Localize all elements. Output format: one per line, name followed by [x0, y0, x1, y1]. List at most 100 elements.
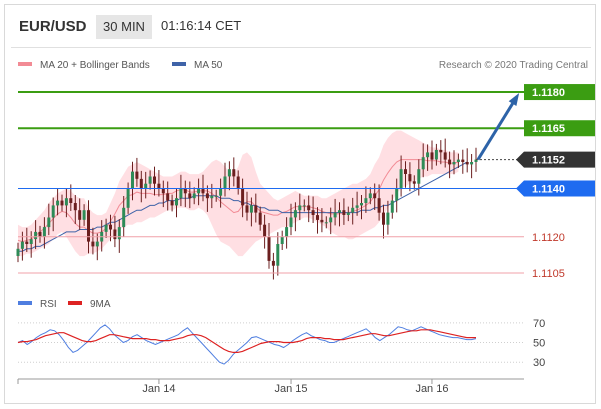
candle-body: [417, 169, 421, 184]
candle-body: [166, 193, 170, 201]
candle-body: [232, 169, 236, 177]
bollinger-legend-swatch: [18, 62, 32, 66]
candle-body: [443, 152, 447, 160]
rsi-ma9-line: [17, 329, 476, 353]
candle-body: [351, 207, 355, 213]
candle-body: [324, 222, 328, 224]
candle-body: [20, 241, 24, 249]
ma9-legend-label: 9MA: [90, 299, 111, 310]
chart-frame: EUR/USD 30 MIN 01:16:14 CET: [4, 4, 596, 404]
candle-body: [373, 193, 377, 199]
level-label-current: 1.1152: [532, 155, 565, 167]
candle-body: [399, 169, 403, 189]
candle-body: [448, 159, 452, 165]
candle-body: [474, 159, 478, 162]
candle-body: [51, 205, 55, 218]
candle-body: [197, 188, 201, 194]
candle-body: [64, 198, 68, 206]
rsi-tick-label: 30: [533, 357, 545, 369]
main-plot: [16, 130, 478, 280]
candle-body: [205, 193, 209, 199]
candle-body: [470, 162, 474, 165]
candle-body: [34, 231, 38, 240]
candle-body: [430, 152, 434, 160]
candle-body: [201, 188, 205, 194]
candle-body: [461, 159, 465, 162]
candle-body: [192, 193, 196, 199]
bollinger-legend-label: MA 20 + Bollinger Bands: [40, 60, 150, 71]
rsi-legend: RSI 9MA: [18, 299, 111, 310]
candle-body: [342, 210, 346, 215]
candle-body: [338, 210, 341, 213]
projection-arrow-line: [476, 97, 518, 161]
chart-header: EUR/USD 30 MIN 01:16:14 CET: [5, 5, 597, 47]
candle-body: [421, 157, 425, 170]
instrument-name: EUR/USD: [19, 18, 87, 35]
candle-body: [426, 152, 430, 158]
rsi-legend-label: RSI: [40, 299, 57, 310]
candle-body: [117, 227, 121, 240]
candle-body: [60, 200, 64, 206]
candle-body: [170, 200, 174, 206]
candle-body: [263, 224, 267, 237]
candle-body: [377, 198, 381, 213]
rsi-line: [17, 324, 477, 365]
ma50-legend-swatch: [172, 62, 186, 66]
candle-body: [412, 181, 416, 184]
candle-body: [219, 188, 223, 196]
level-label-pivot: 1.1140: [532, 184, 565, 196]
candle-body: [241, 188, 245, 206]
candle-body: [122, 207, 126, 228]
level-tag-target1: [524, 120, 595, 137]
candle-body: [126, 188, 130, 208]
candle-body: [183, 188, 187, 194]
candle-body: [131, 171, 134, 189]
candle-body: [153, 176, 156, 184]
timeframe-badge[interactable]: 30 MIN: [96, 15, 152, 39]
level-tag-target2: [524, 84, 595, 101]
candle-body: [179, 188, 183, 199]
timestamp: 01:16:14 CET: [161, 18, 242, 33]
candle-body: [78, 210, 82, 220]
candle-body: [302, 205, 306, 207]
candle-body: [271, 260, 275, 266]
ma9-legend-swatch: [68, 301, 82, 305]
copyright-text: Research © 2020 Trading Central: [439, 60, 588, 71]
candle-body: [29, 239, 33, 244]
candle-body: [280, 236, 284, 244]
level-label-target1: 1.1165: [532, 123, 565, 135]
candle-body: [104, 224, 108, 232]
level-tag-pivot: [516, 180, 595, 197]
candle-body: [316, 215, 319, 220]
x-axis-tick-label: Jan 14: [142, 383, 175, 395]
candle-body: [73, 203, 77, 211]
candle-body: [56, 200, 60, 206]
candle-body: [245, 205, 249, 213]
candle-body: [307, 205, 311, 211]
candle-body: [285, 227, 289, 237]
candle-body: [439, 149, 443, 153]
candle-body: [368, 193, 372, 199]
candle-body: [175, 198, 178, 206]
candle-body: [254, 205, 258, 213]
candle-body: [148, 176, 152, 184]
candle-body: [390, 200, 394, 213]
candle-body: [236, 176, 240, 189]
level-label-support1: 1.1120: [532, 232, 565, 244]
candle-body: [311, 210, 315, 215]
candle-body: [267, 236, 271, 261]
candle-body: [298, 205, 302, 211]
x-axis-tick-label: Jan 16: [415, 383, 448, 395]
candle-body: [364, 198, 368, 203]
candle-body: [157, 183, 161, 189]
candle-body: [69, 198, 73, 203]
ma50-legend-label: MA 50: [194, 60, 223, 71]
candle-body: [408, 174, 412, 182]
candle-body: [249, 205, 253, 213]
candle-body: [139, 178, 143, 189]
candle-body: [214, 195, 218, 197]
candle-body: [144, 183, 148, 189]
candle-body: [404, 169, 407, 174]
candle-body: [360, 203, 363, 206]
